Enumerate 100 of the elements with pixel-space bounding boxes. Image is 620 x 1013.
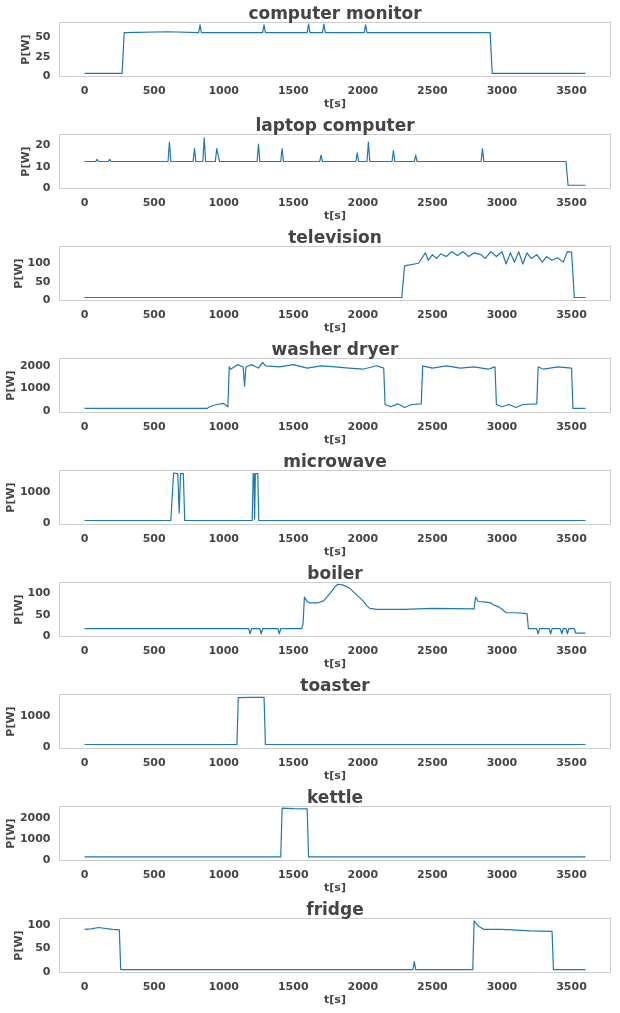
x-tick-label: 1500 [277,643,309,657]
x-tick-label: 500 [142,643,166,657]
chart-title: washer dryer [271,338,400,359]
y-tick-label: 0 [42,516,51,530]
x-tick-label: 2000 [347,83,379,97]
y-tick-label: 0 [42,965,51,979]
y-tick-label: 10 [35,159,51,173]
y-tick-label: 0 [42,68,51,82]
x-tick-label: 2000 [347,419,379,433]
line-series [83,137,587,186]
x-tick-label: 3000 [486,307,518,321]
y-tick-label: 1000 [19,831,51,845]
line-series [83,583,587,635]
x-tick-label: 2500 [417,307,449,321]
y-axis-title: P[W] [19,34,33,65]
x-tick-label: 1500 [277,83,309,97]
x-tick-label: 1000 [208,195,240,209]
x-tick-label: 3500 [556,755,588,769]
x-tick-label: 2000 [347,195,379,209]
x-tick-label: 500 [142,755,166,769]
x-tick-label: 3500 [556,867,588,881]
x-tick-label: 2500 [417,867,449,881]
line-series [83,920,587,971]
x-axis-title: t[s] [324,992,346,1006]
chart-title: laptop computer [255,114,416,135]
y-tick-label: 50 [35,607,51,621]
x-axis-title: t[s] [324,96,346,110]
x-tick-label: 1500 [277,979,309,993]
y-tick-label: 50 [35,30,51,44]
x-tick-label: 1000 [208,83,240,97]
x-tick-label: 0 [80,419,89,433]
x-tick-label: 500 [142,419,166,433]
y-tick-label: 2000 [19,358,51,372]
x-tick-label: 2500 [417,755,449,769]
x-tick-label: 3000 [486,979,518,993]
y-axis-title: P[W] [11,594,25,625]
y-axis-title: P[W] [11,258,25,289]
line-series [83,807,587,858]
x-axis-title: t[s] [324,432,346,446]
x-tick-label: 2000 [347,531,379,545]
x-tick-label: 3500 [556,307,588,321]
y-tick-label: 2000 [19,810,51,824]
x-tick-label: 1000 [208,531,240,545]
x-tick-label: 0 [80,307,89,321]
y-axis-title: P[W] [3,706,17,737]
x-tick-label: 3000 [486,867,518,881]
x-tick-label: 1000 [208,643,240,657]
x-tick-label: 0 [80,979,89,993]
chart-title: computer monitor [248,2,423,23]
x-tick-label: 3500 [556,195,588,209]
x-tick-label: 1000 [208,755,240,769]
chart-title: television [288,226,382,247]
x-tick-label: 1500 [277,419,309,433]
x-tick-label: 500 [142,83,166,97]
x-tick-label: 3000 [486,755,518,769]
y-tick-label: 50 [35,941,51,955]
x-tick-label: 500 [142,307,166,321]
x-axis-title: t[s] [324,656,346,670]
line-series [83,361,587,409]
y-tick-label: 50 [35,274,51,288]
line-series [83,251,587,299]
x-tick-label: 1500 [277,531,309,545]
x-tick-label: 3500 [556,531,588,545]
chart-title: kettle [307,786,364,807]
y-axis-title: P[W] [19,146,33,177]
y-axis-title: P[W] [3,370,17,401]
x-axis-title: t[s] [324,880,346,894]
y-tick-label: 100 [27,256,51,270]
x-tick-label: 3500 [556,643,588,657]
y-tick-label: 100 [27,917,51,931]
x-tick-label: 3000 [486,531,518,545]
x-tick-label: 1500 [277,195,309,209]
chart-title: toaster [300,674,371,695]
x-tick-label: 500 [142,195,166,209]
x-axis-title: t[s] [324,208,346,222]
x-tick-label: 1500 [277,307,309,321]
x-tick-label: 1500 [277,755,309,769]
x-tick-label: 3000 [486,419,518,433]
x-tick-label: 2500 [417,531,449,545]
x-tick-label: 1000 [208,867,240,881]
x-tick-label: 2000 [347,307,379,321]
y-tick-label: 0 [42,852,51,866]
x-tick-label: 500 [142,531,166,545]
x-tick-label: 0 [80,867,89,881]
x-tick-label: 2000 [347,867,379,881]
x-tick-label: 3500 [556,83,588,97]
y-tick-label: 100 [27,586,51,599]
chart-title: boiler [307,562,364,583]
y-axis-title: P[W] [11,930,25,961]
x-axis-title: t[s] [324,544,346,558]
chart-title: microwave [283,450,387,471]
x-tick-label: 3000 [486,643,518,657]
y-tick-label: 0 [42,629,51,643]
y-tick-label: 0 [42,740,51,754]
x-tick-label: 1000 [208,419,240,433]
y-tick-label: 1000 [19,709,51,723]
x-tick-label: 1500 [277,867,309,881]
y-tick-label: 1000 [19,485,51,499]
x-tick-label: 0 [80,643,89,657]
x-axis-title: t[s] [324,768,346,782]
